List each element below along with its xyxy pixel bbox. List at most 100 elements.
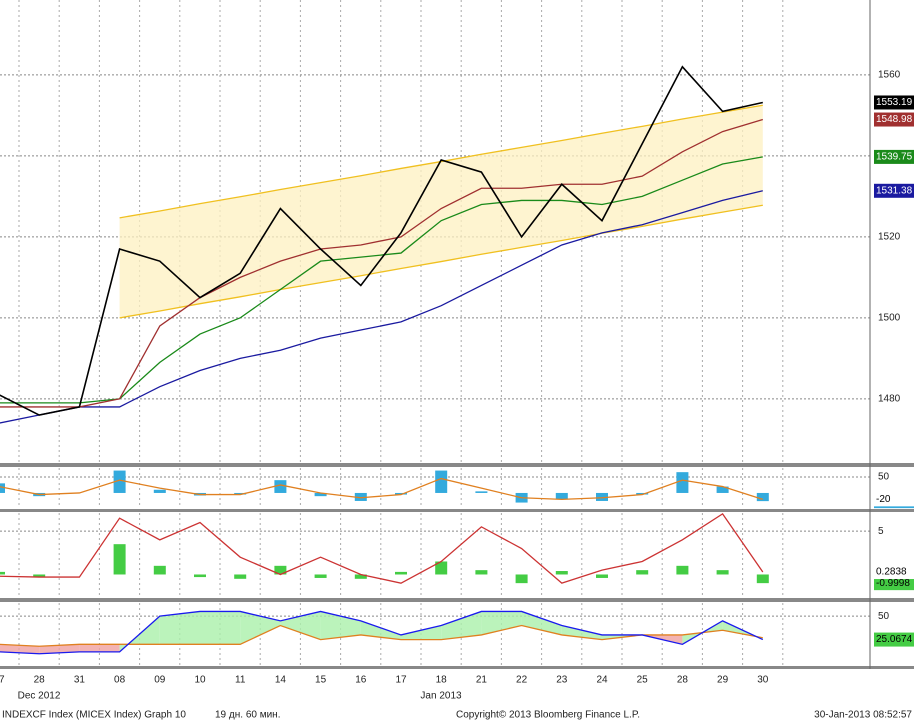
bar [435,561,448,575]
value-label: 1539.75 [876,152,913,163]
area-fill [159,611,200,645]
x-tick-label: 28 [677,675,689,686]
value-label: 1531.38 [876,185,913,196]
x-group-label: Dec 2012 [18,691,61,702]
area-fill [561,625,602,640]
panel-divider [0,666,914,669]
x-tick-label: 11 [235,675,246,686]
value-label-group: 0.2838 [874,565,914,580]
series-line [0,512,764,584]
series-line [0,610,764,655]
bar [716,570,729,575]
x-tick-label: 16 [355,675,367,686]
value-label-box [874,576,914,591]
x-tick-label: 25 [637,675,649,686]
x-tick-label: 21 [476,675,488,686]
footer-period: 19 дн. 60 мин. [215,710,280,721]
bar [314,574,327,578]
value-label-group: 1531.38 [874,183,914,198]
bar [194,574,206,578]
series-line [0,624,763,647]
area-fill [79,644,120,652]
channel-fill [119,105,763,318]
bar [153,489,166,493]
area-fill [280,611,321,640]
x-tick-label: 09 [154,675,166,686]
bar [596,574,608,578]
value-label: 0.2838 [876,567,907,578]
y-tick-label: 50 [878,611,890,622]
footer-left: INDEXCF Index (MICEX Index) Graph 10 [2,710,186,721]
value-label-box [874,112,914,127]
bar [555,492,568,500]
value-label-group: 1553.19 [874,95,914,110]
x-tick-label: 30 [757,675,769,686]
value-label-group: 25.0674 [874,632,914,647]
value-label: -20 [876,494,891,505]
y-tick-label: 5 [878,526,884,537]
area-fill [360,620,401,640]
y-tick-label: 1500 [878,312,901,323]
bar [0,571,5,575]
bar [33,574,46,578]
area-fill [521,611,562,635]
area-fill [119,616,160,652]
bar [234,574,247,579]
x-tick-label: 08 [114,675,126,686]
bar [596,492,608,501]
x-tick-label: 27 [0,675,5,686]
area-fill [401,625,442,640]
y-tick-label: 1520 [878,232,901,243]
x-tick-label: 28 [34,675,46,686]
value-label-group: 1539.75 [874,149,914,164]
x-tick-label: 10 [194,675,206,686]
x-tick-label: 31 [74,675,86,686]
x-tick-label: 18 [436,675,448,686]
bar [113,544,126,575]
area-fill [200,611,241,645]
value-label-box [874,149,914,164]
area-fill [240,611,281,645]
x-tick-label: 17 [395,675,407,686]
value-label-group: -20 [874,492,914,507]
bar [354,492,367,501]
area-fill [0,644,40,654]
value-label-box [874,492,914,507]
series-line [0,477,763,501]
bar [153,565,166,575]
bar [274,565,287,575]
bar [716,486,729,493]
x-tick-label: 29 [717,675,729,686]
footer-timestamp: 30-Jan-2013 08:52:57 [814,710,912,721]
series-line [0,190,763,424]
bar [475,491,488,493]
footer-copyright: Copyright© 2013 Bloomberg Finance L.P. [456,710,640,721]
y-tick-label: 1480 [878,393,901,404]
value-label-box [874,183,914,198]
value-label: 1553.19 [876,97,913,108]
bar [435,470,448,493]
bar [395,492,407,495]
plot-layer: 27 28 31 08 09 10 11 14 15 16 17 18 21 22 23 24 25 28 29 30… [0,0,914,702]
area-fill [441,611,482,640]
x-tick-label: 23 [556,675,568,686]
area-fill [39,644,80,654]
value-label-box [874,632,914,647]
panel-divider [0,509,914,512]
series-line [119,204,763,319]
series-line [0,65,763,416]
y-tick-label: 50 [878,472,890,483]
bar [234,492,247,495]
panel-divider [0,463,914,467]
bar [515,574,528,584]
value-label-box [874,565,914,580]
bar [756,574,769,584]
bar [676,472,689,493]
bar [756,492,769,502]
bar [354,574,367,579]
bar [274,480,287,493]
area-fill [320,611,361,640]
bar [395,571,407,575]
